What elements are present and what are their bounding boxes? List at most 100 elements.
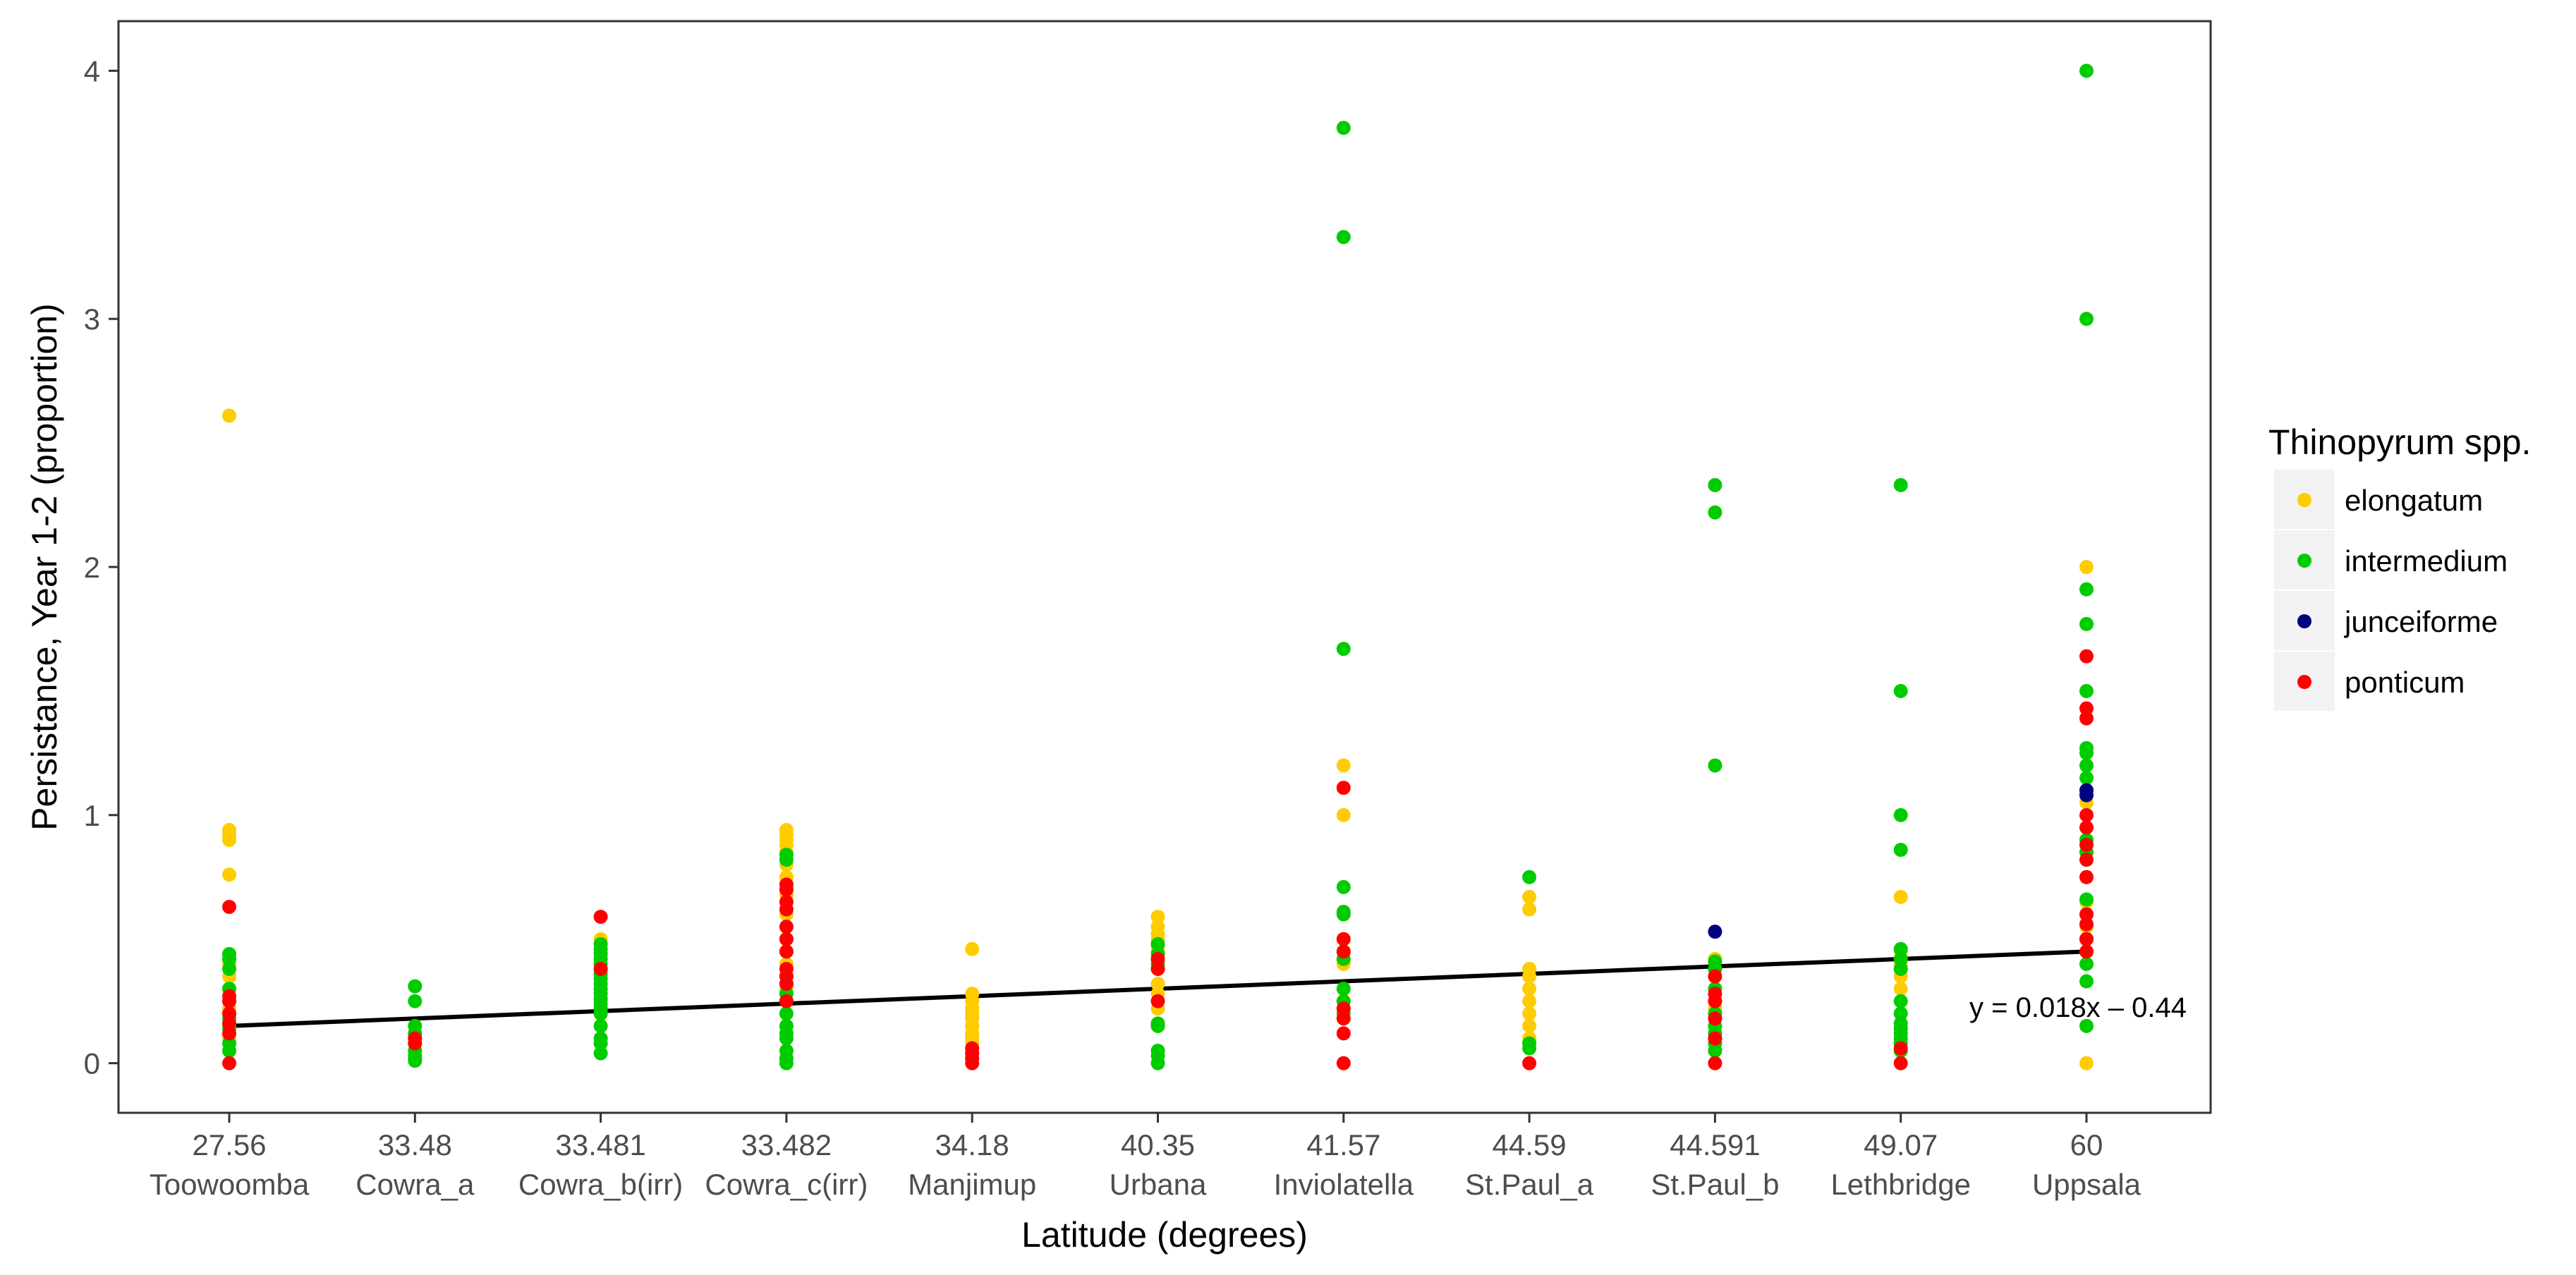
point-ponticum: [2079, 701, 2094, 716]
legend-key-elongatum: [2297, 493, 2311, 507]
point-elongatum: [1522, 1018, 1537, 1033]
point-intermedium: [2079, 1018, 2094, 1033]
point-intermedium: [1893, 1006, 1908, 1021]
point-intermedium: [2079, 974, 2094, 989]
point-ponticum: [2079, 649, 2094, 664]
x-tick-site: Urbana: [1110, 1168, 1207, 1201]
x-tick-site: Lethbridge: [1830, 1168, 1971, 1201]
legend-label-intermedium: intermedium: [2345, 544, 2508, 578]
legend-label-junceiforme: junceiforme: [2343, 605, 2498, 638]
point-intermedium: [222, 951, 236, 966]
x-tick-site: St.Paul_b: [1651, 1168, 1779, 1201]
point-ponticum: [1336, 1056, 1351, 1070]
point-elongatum: [1522, 994, 1537, 1008]
point-intermedium: [1336, 879, 1351, 894]
y-tick-label: 4: [84, 54, 100, 87]
point-ponticum: [222, 899, 236, 914]
point-ponticum: [1708, 1011, 1723, 1026]
point-intermedium: [1336, 121, 1351, 135]
point-ponticum: [779, 994, 794, 1008]
point-intermedium: [779, 1056, 794, 1070]
point-ponticum: [2079, 870, 2094, 884]
point-ponticum: [1893, 1041, 1908, 1056]
y-tick-label: 2: [84, 551, 100, 584]
y-tick-label: 1: [84, 799, 100, 832]
point-intermedium: [2079, 892, 2094, 907]
point-intermedium: [1150, 937, 1165, 951]
x-tick-site: St.Paul_a: [1465, 1168, 1594, 1201]
x-tick-latitude: 41.57: [1306, 1128, 1380, 1161]
x-tick-latitude: 33.48: [378, 1128, 452, 1161]
point-intermedium: [1893, 477, 1908, 492]
legend-title: Thinopyrum spp.: [2268, 422, 2531, 462]
point-ponticum: [2079, 853, 2094, 867]
point-elongatum: [1893, 889, 1908, 904]
point-intermedium: [408, 979, 423, 994]
point-ponticum: [1150, 961, 1165, 976]
point-ponticum: [222, 1056, 236, 1070]
point-elongatum: [1893, 982, 1908, 996]
point-intermedium: [1893, 843, 1908, 858]
x-tick-site: Inviolatella: [1274, 1168, 1414, 1201]
point-elongatum: [1336, 758, 1351, 773]
x-tick-site: Uppsala: [2032, 1168, 2141, 1201]
point-intermedium: [1893, 951, 1908, 966]
x-tick-latitude: 33.482: [741, 1128, 832, 1161]
point-ponticum: [2079, 917, 2094, 932]
x-tick-latitude: 44.591: [1670, 1128, 1760, 1161]
point-elongatum: [222, 833, 236, 847]
point-intermedium: [1708, 477, 1723, 492]
legend-key-intermedium: [2297, 554, 2311, 568]
point-elongatum: [2079, 1056, 2094, 1070]
point-elongatum: [1522, 902, 1537, 917]
x-tick-latitude: 49.07: [1864, 1128, 1938, 1161]
x-axis-title: Latitude (degrees): [1021, 1215, 1308, 1255]
legend: elongatum intermedium junceiforme ponticum: [2274, 470, 2508, 711]
legend-key-ponticum: [2297, 675, 2311, 689]
x-axis-ticks: 27.56 Toowoomba 33.48 Cowra_a 33.481 Cowra_b(…: [150, 1113, 2141, 1201]
y-axis-title: Persistance, Year 1-2 (proportion): [25, 303, 64, 831]
point-ponticum: [779, 882, 794, 897]
point-intermedium: [1522, 870, 1537, 884]
point-intermedium: [779, 1031, 794, 1046]
plot-panel: [117, 20, 2212, 1114]
data-points: [222, 63, 2094, 1070]
point-ponticum: [1893, 1056, 1908, 1070]
point-elongatum: [1336, 807, 1351, 822]
point-ponticum: [1708, 1056, 1723, 1070]
point-intermedium: [2079, 582, 2094, 597]
point-intermedium: [1893, 807, 1908, 822]
point-ponticum: [2079, 907, 2094, 922]
point-ponticum: [2079, 711, 2094, 726]
point-intermedium: [2079, 683, 2094, 698]
point-ponticum: [222, 994, 236, 1008]
x-tick-latitude: 60: [2070, 1128, 2103, 1161]
x-tick-site: Cowra_b(irr): [518, 1168, 683, 1201]
legend-label-elongatum: elongatum: [2345, 484, 2483, 517]
point-intermedium: [1336, 907, 1351, 922]
point-intermedium: [2079, 758, 2094, 773]
point-ponticum: [1150, 951, 1165, 966]
point-intermedium: [2079, 616, 2094, 631]
point-intermedium: [222, 961, 236, 976]
point-intermedium: [1893, 961, 1908, 976]
point-junceiforme: [2079, 788, 2094, 803]
point-intermedium: [593, 1036, 608, 1051]
point-ponticum: [1336, 1026, 1351, 1041]
point-intermedium: [1708, 1044, 1723, 1059]
point-intermedium: [1336, 230, 1351, 245]
y-axis-ticks: 0 1 2 3 4: [84, 54, 119, 1080]
point-junceiforme: [1708, 925, 1723, 939]
point-ponticum: [2079, 807, 2094, 822]
legend-label-ponticum: ponticum: [2345, 666, 2465, 699]
point-intermedium: [408, 1054, 423, 1068]
point-ponticum: [779, 920, 794, 934]
x-tick-latitude: 33.481: [555, 1128, 645, 1161]
point-ponticum: [1150, 994, 1165, 1008]
point-ponticum: [222, 1016, 236, 1031]
point-intermedium: [222, 1044, 236, 1059]
point-ponticum: [1708, 969, 1723, 984]
point-ponticum: [1336, 932, 1351, 946]
point-ponticum: [1522, 1056, 1537, 1070]
point-ponticum: [1336, 1001, 1351, 1016]
